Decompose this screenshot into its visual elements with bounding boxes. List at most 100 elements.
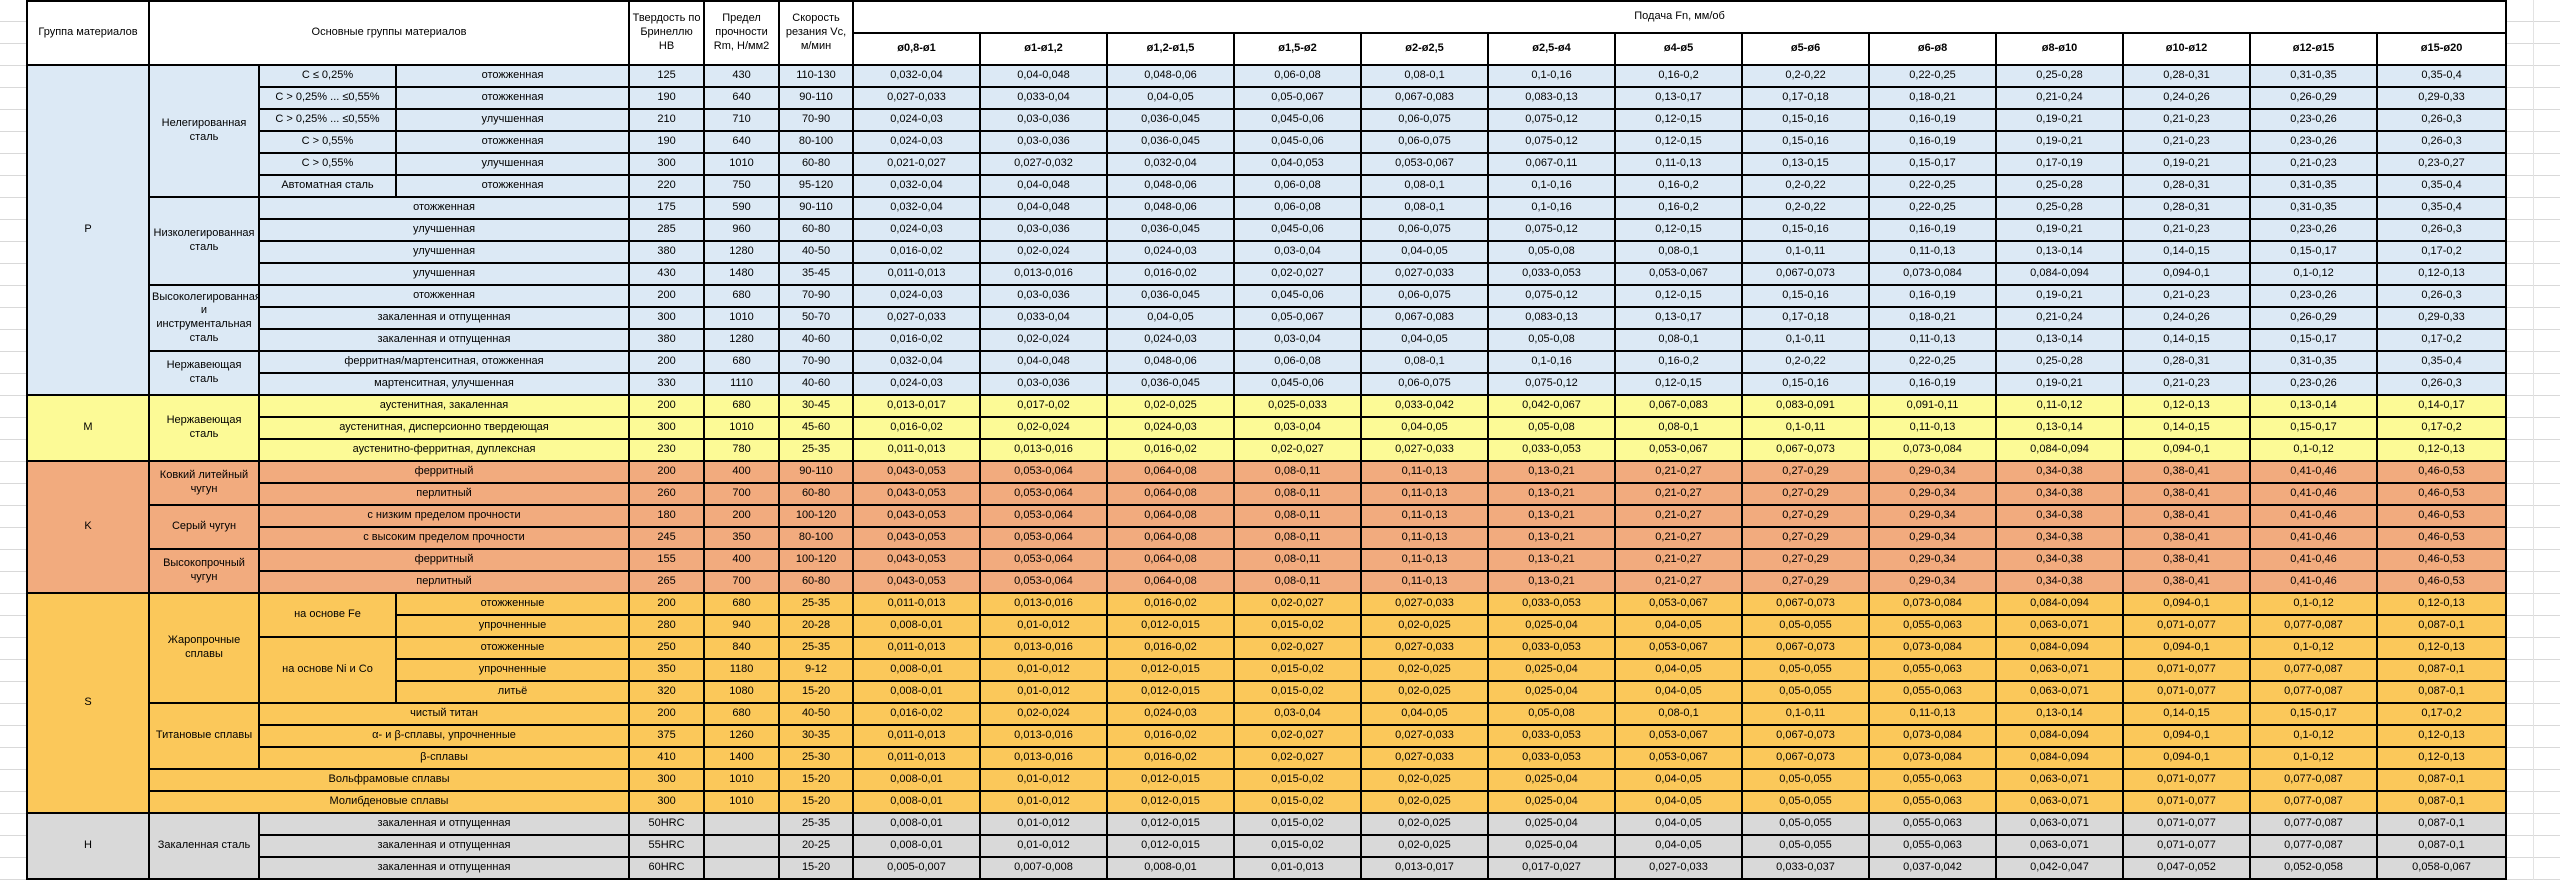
feed-cell[interactable]: 0,29-0,34 — [1868, 526, 1998, 550]
material-label-cell[interactable]: отожженные — [394, 636, 631, 660]
feed-cell[interactable]: 0,06-0,075 — [1360, 284, 1490, 308]
feed-cell[interactable]: 0,055-0,063 — [1868, 768, 1998, 792]
feed-cell[interactable]: 0,29-0,33 — [2376, 86, 2508, 110]
feed-col-header[interactable]: ø8-ø10 — [1995, 32, 2125, 66]
feed-cell[interactable]: 0,19-0,21 — [1995, 130, 2125, 154]
feed-cell[interactable]: 0,045-0,06 — [1233, 108, 1363, 132]
feed-cell[interactable]: 0,011-0,013 — [852, 724, 982, 748]
strength-cell[interactable]: 780 — [703, 438, 781, 462]
material-label-cell[interactable]: мартенситная, улучшенная — [257, 372, 631, 396]
feed-cell[interactable]: 0,24-0,26 — [2122, 306, 2252, 330]
feed-cell[interactable]: 0,11-0,13 — [1360, 526, 1490, 550]
feed-cell[interactable]: 0,46-0,53 — [2376, 570, 2508, 594]
feed-cell[interactable]: 0,087-0,1 — [2376, 614, 2508, 638]
speed-cell[interactable]: 50-70 — [778, 306, 855, 330]
feed-cell[interactable]: 0,045-0,06 — [1233, 372, 1363, 396]
feed-cell[interactable]: 0,02-0,025 — [1360, 768, 1490, 792]
feed-cell[interactable]: 0,043-0,053 — [852, 526, 982, 550]
material-label-cell[interactable]: аустенитная, дисперсионно твердеющая — [257, 416, 631, 440]
feed-cell[interactable]: 0,23-0,26 — [2249, 218, 2379, 242]
speed-cell[interactable]: 25-35 — [778, 438, 855, 462]
feed-cell[interactable]: 0,05-0,08 — [1487, 702, 1617, 726]
feed-cell[interactable]: 0,094-0,1 — [2122, 592, 2252, 616]
feed-cell[interactable]: 0,13-0,15 — [1741, 152, 1871, 176]
feed-cell[interactable]: 0,26-0,3 — [2376, 218, 2508, 242]
feed-cell[interactable]: 0,04-0,05 — [1614, 680, 1744, 704]
feed-cell[interactable]: 0,04-0,05 — [1360, 416, 1490, 440]
feed-cell[interactable]: 0,29-0,33 — [2376, 306, 2508, 330]
feed-cell[interactable]: 0,067-0,083 — [1360, 306, 1490, 330]
material-label-cell[interactable]: с высоким пределом прочности — [257, 526, 631, 550]
feed-cell[interactable]: 0,05-0,055 — [1741, 680, 1871, 704]
feed-cell[interactable]: 0,19-0,21 — [1995, 372, 2125, 396]
feed-cell[interactable]: 0,16-0,2 — [1614, 64, 1744, 88]
feed-cell[interactable]: 0,05-0,055 — [1741, 614, 1871, 638]
material-label-cell[interactable]: упрочненные — [394, 658, 631, 682]
feed-cell[interactable]: 0,077-0,087 — [2249, 768, 2379, 792]
strength-cell[interactable]: 1480 — [703, 262, 781, 286]
feed-cell[interactable]: 0,013-0,016 — [979, 724, 1109, 748]
feed-cell[interactable]: 0,12-0,13 — [2122, 394, 2252, 418]
material-label-cell[interactable]: α- и β-сплавы, упрочненные — [257, 724, 631, 748]
feed-cell[interactable]: 0,11-0,13 — [1360, 482, 1490, 506]
feed-cell[interactable]: 0,024-0,03 — [1106, 240, 1236, 264]
feed-cell[interactable]: 0,2-0,22 — [1741, 196, 1871, 220]
speed-cell[interactable]: 25-30 — [778, 746, 855, 770]
feed-cell[interactable]: 0,077-0,087 — [2249, 812, 2379, 836]
hardness-cell[interactable]: 260 — [628, 482, 706, 506]
feed-cell[interactable]: 0,075-0,12 — [1487, 284, 1617, 308]
feed-cell[interactable]: 0,02-0,027 — [1233, 592, 1363, 616]
feed-cell[interactable]: 0,08-0,11 — [1233, 482, 1363, 506]
strength-cell[interactable]: 1260 — [703, 724, 781, 748]
hardness-cell[interactable]: 300 — [628, 768, 706, 792]
material-label-cell[interactable]: улучшенная — [257, 262, 631, 286]
strength-cell[interactable]: 350 — [703, 526, 781, 550]
feed-cell[interactable]: 0,087-0,1 — [2376, 658, 2508, 682]
material-label-cell[interactable]: Низколегированная сталь — [148, 196, 260, 286]
feed-cell[interactable]: 0,15-0,17 — [2249, 328, 2379, 352]
speed-cell[interactable]: 90-110 — [778, 196, 855, 220]
feed-cell[interactable]: 0,005-0,007 — [852, 856, 982, 880]
feed-cell[interactable]: 0,033-0,04 — [979, 306, 1109, 330]
speed-cell[interactable]: 40-60 — [778, 328, 855, 352]
feed-cell[interactable]: 0,23-0,26 — [2249, 284, 2379, 308]
feed-cell[interactable]: 0,19-0,21 — [2122, 152, 2252, 176]
feed-cell[interactable]: 0,077-0,087 — [2249, 790, 2379, 814]
feed-cell[interactable]: 0,02-0,027 — [1233, 438, 1363, 462]
feed-cell[interactable]: 0,025-0,033 — [1233, 394, 1363, 418]
feed-cell[interactable]: 0,02-0,025 — [1360, 680, 1490, 704]
feed-cell[interactable]: 0,08-0,11 — [1233, 504, 1363, 528]
feed-cell[interactable]: 0,03-0,036 — [979, 218, 1109, 242]
feed-col-header[interactable]: ø0,8-ø1 — [852, 32, 982, 66]
feed-cell[interactable]: 0,26-0,3 — [2376, 130, 2508, 154]
feed-cell[interactable]: 0,01-0,012 — [979, 790, 1109, 814]
material-label-cell[interactable]: закаленная и отпущенная — [257, 306, 631, 330]
feed-cell[interactable]: 0,013-0,016 — [979, 636, 1109, 660]
strength-cell[interactable]: 1180 — [703, 658, 781, 682]
feed-cell[interactable]: 0,013-0,016 — [979, 592, 1109, 616]
feed-cell[interactable]: 0,083-0,13 — [1487, 86, 1617, 110]
feed-cell[interactable]: 0,16-0,2 — [1614, 174, 1744, 198]
feed-cell[interactable]: 0,077-0,087 — [2249, 680, 2379, 704]
feed-cell[interactable]: 0,094-0,1 — [2122, 636, 2252, 660]
feed-cell[interactable]: 0,04-0,05 — [1614, 768, 1744, 792]
feed-cell[interactable]: 0,08-0,11 — [1233, 526, 1363, 550]
feed-cell[interactable]: 0,01-0,012 — [979, 768, 1109, 792]
feed-cell[interactable]: 0,016-0,02 — [852, 328, 982, 352]
feed-cell[interactable]: 0,14-0,15 — [2122, 240, 2252, 264]
feed-cell[interactable]: 0,02-0,025 — [1106, 394, 1236, 418]
material-label-cell[interactable]: отожженная — [257, 284, 631, 308]
hardness-cell[interactable]: 410 — [628, 746, 706, 770]
material-group-cell[interactable]: S — [26, 592, 150, 814]
feed-cell[interactable]: 0,38-0,41 — [2122, 570, 2252, 594]
material-label-cell[interactable]: перлитный — [257, 570, 631, 594]
feed-cell[interactable]: 0,17-0,18 — [1741, 86, 1871, 110]
feed-cell[interactable]: 0,087-0,1 — [2376, 790, 2508, 814]
feed-cell[interactable]: 0,41-0,46 — [2249, 482, 2379, 506]
strength-cell[interactable]: 1400 — [703, 746, 781, 770]
feed-cell[interactable]: 0,013-0,017 — [1360, 856, 1490, 880]
feed-cell[interactable]: 0,41-0,46 — [2249, 526, 2379, 550]
feed-cell[interactable]: 0,017-0,027 — [1487, 856, 1617, 880]
feed-cell[interactable]: 0,027-0,032 — [979, 152, 1109, 176]
material-label-cell[interactable]: Титановые сплавы — [148, 702, 260, 770]
